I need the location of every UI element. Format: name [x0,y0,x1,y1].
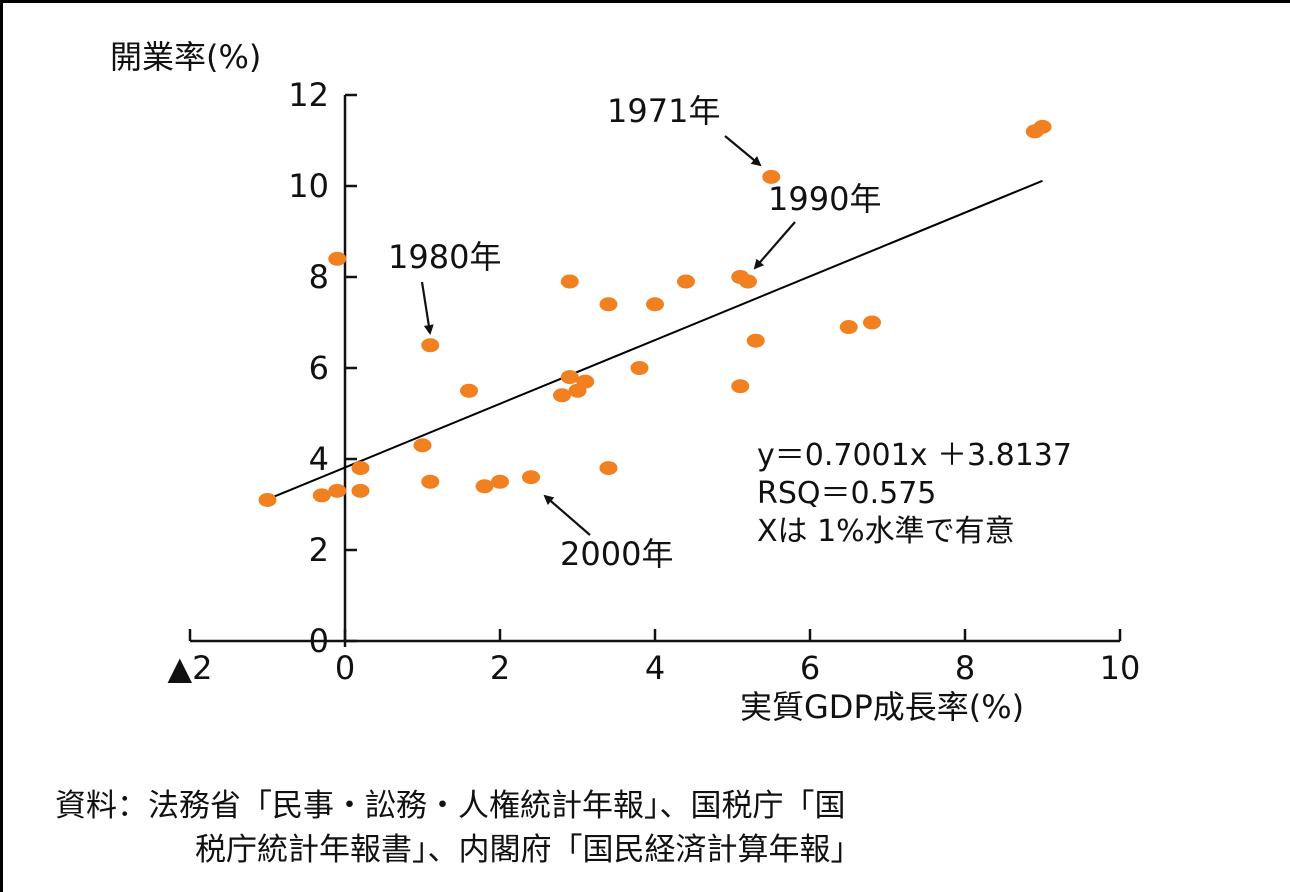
annotation-arrow [420,281,434,335]
annotation-arrow [543,494,591,536]
data-point [421,338,440,353]
y-axis-label: 開業率(%) [110,38,261,76]
x-axis-label: 実質GDP成長率(%) [740,688,1024,726]
data-point [522,470,540,485]
y-tick-label: 12 [288,76,329,114]
data-point [328,483,347,498]
data-point [762,169,781,184]
data-point [328,251,347,266]
data-point [731,379,750,394]
annotation-label: 1980年 [388,238,501,276]
annotation-label: 2000年 [560,535,673,573]
equation-line: RSQ＝0.575 [757,476,936,511]
annotation-label: 1990年 [768,180,881,218]
data-point [460,383,478,398]
data-point [1033,119,1052,134]
data-point [413,438,432,453]
y-tick-label: 0 [309,622,329,660]
data-point [646,297,664,312]
data-point [839,320,858,335]
data-point [421,474,440,489]
data-point [475,479,494,494]
axes: 0 2 4 6 8 10 12 ▲2 0 2 4 6 8 10 [168,76,1141,687]
data-point [677,274,695,289]
data-point [351,483,370,498]
data-point [258,492,277,507]
y-tick-label: 8 [309,258,329,296]
data-point [312,488,331,503]
equation-line: y＝0.7001x ＋3.8137 [757,438,1072,473]
y-tick-label: 6 [309,349,329,387]
trendline-group [267,179,1043,501]
annotation-label: 1971年 [607,92,720,130]
data-point [630,361,649,375]
x-tick-label: 2 [490,649,510,687]
data-point [553,388,571,403]
y-tick-label: 2 [309,531,329,569]
data-point [576,374,595,389]
y-tick-label: 4 [309,440,329,478]
x-tick-label: 4 [645,649,665,687]
x-tick-label: 6 [800,649,820,687]
annotations: 1971年 1990年 1980年 2000年 [388,92,881,573]
source-line-1: 資料：法務省「民事・訟務・人権統計年報」、国税庁「国 [55,788,846,824]
data-point [560,370,579,385]
x-tick-label: 10 [1100,649,1141,687]
x-tick-label: ▲2 [168,649,213,687]
data-point [863,315,881,330]
equation-line: Xは 1%水準で有意 [757,514,1015,549]
x-tick-label: 0 [335,649,355,687]
data-point [599,297,618,312]
data-point [491,474,509,489]
data-point [351,461,370,476]
trendline [267,179,1043,501]
annotation-arrow [724,135,762,167]
y-tick-label: 10 [288,167,329,205]
data-point [560,274,579,289]
data-point [739,274,757,289]
data-points [258,119,1052,507]
x-tick-label: 8 [955,649,975,687]
source-note: 資料：法務省「民事・訟務・人権統計年報」、国税庁「国 税庁統計年報書」、内閣府「… [55,784,1275,872]
data-point [599,461,618,476]
annotation-arrow [753,221,796,270]
scatter-chart: 開業率(%) 実質GDP成長率(%) 0 2 4 6 8 10 12 ▲2 0 2 4 6 8 10 19… [110,38,1141,726]
data-point [746,333,765,348]
source-line-2: 税庁統計年報書」、内閣府「国民経済計算年報」 [195,832,862,868]
